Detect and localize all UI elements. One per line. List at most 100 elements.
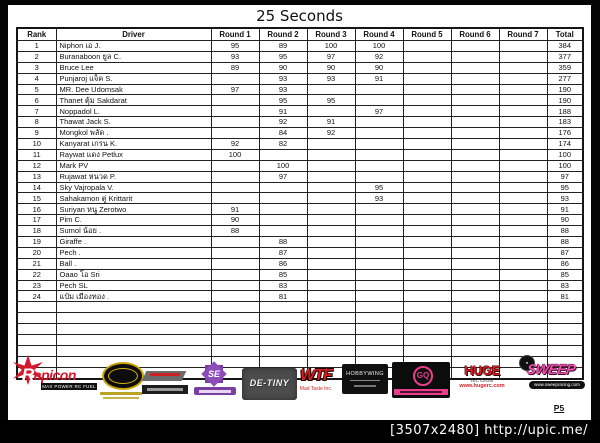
table-row: 19 Giraffe . 88 88 <box>16 236 584 248</box>
cell-r3 <box>306 290 356 303</box>
cell-r4: 91 <box>354 72 404 85</box>
cell-driver: Pech SL <box>55 279 212 292</box>
se-burst-icon: SE <box>200 361 230 387</box>
cell-r6 <box>450 170 500 183</box>
cell-driver: Oaao โอ Sri <box>55 268 212 281</box>
cell-driver: Niphon เอ J. <box>55 40 212 52</box>
cell-r4 <box>354 279 404 292</box>
cell-r5 <box>402 279 452 292</box>
cell-r5 <box>402 61 452 74</box>
column-header: Round 3 <box>306 27 356 41</box>
cell-r7 <box>498 127 548 140</box>
cell-r4 <box>354 94 404 107</box>
column-header: Round 5 <box>402 27 452 41</box>
cell-r3 <box>306 268 356 281</box>
cell-total <box>546 366 584 380</box>
cell-r1 <box>210 72 260 85</box>
empty-table-row <box>16 301 584 314</box>
cell-r6 <box>450 40 500 52</box>
cell-r7 <box>498 181 548 194</box>
column-header: Rank <box>16 27 57 41</box>
cell-r4: 92 <box>354 50 404 63</box>
cell-total: 95 <box>546 181 584 194</box>
cell-driver: Raywat แดง Petlux <box>55 148 212 161</box>
cell-rank <box>16 301 57 314</box>
sponsor-hobbywing-logo: HOBBYWING <box>342 364 388 394</box>
cell-rank <box>16 334 57 346</box>
sweep-round-badge-icon: ● <box>519 355 535 371</box>
cell-rank: 19 <box>16 236 57 248</box>
cell-r7 <box>498 334 548 346</box>
cell-r1 <box>210 246 260 259</box>
cell-r2: 85 <box>258 268 308 281</box>
empty-table-row <box>16 334 584 346</box>
cell-total: 100 <box>546 159 584 172</box>
cell-driver: Noppadol L. <box>55 105 212 118</box>
cell-r4 <box>354 257 404 270</box>
cell-driver: Punjaroj แจ็ค S. <box>55 72 212 85</box>
cell-r3: 90 <box>306 61 356 74</box>
column-header: Round 2 <box>258 27 308 41</box>
cell-r3 <box>306 83 356 96</box>
rapicon-tagline: MAX POWER RC FUEL <box>41 383 97 390</box>
table-row: 23 Pech SL 83 83 <box>16 279 584 292</box>
cell-r2 <box>258 203 308 216</box>
table-row: 17 Pim C. 90 90 <box>16 214 584 227</box>
cell-rank: 18 <box>16 225 57 238</box>
table-row: 9 Mongkol พลัด . 84 92 176 <box>16 127 584 140</box>
cell-r6 <box>450 94 500 107</box>
cell-total <box>546 312 584 325</box>
cell-r4 <box>354 214 404 227</box>
cell-r5 <box>402 94 452 107</box>
cell-r6 <box>450 116 500 129</box>
cell-r5 <box>402 203 452 216</box>
cell-driver <box>55 334 212 346</box>
cell-r4 <box>354 236 404 248</box>
table-row: 7 Noppadol L. 91 97 188 <box>16 105 584 118</box>
cell-rank: 20 <box>16 246 57 259</box>
cell-r7 <box>498 236 548 248</box>
cell-r2: 81 <box>258 290 308 303</box>
cell-total <box>546 323 584 336</box>
cell-r7 <box>498 203 548 216</box>
cell-r1 <box>210 94 260 107</box>
cell-r7 <box>498 61 548 74</box>
cell-r1 <box>210 290 260 303</box>
cell-total: 277 <box>546 72 584 85</box>
cell-r7 <box>498 170 548 183</box>
cell-rank: 7 <box>16 105 57 118</box>
cell-r6 <box>450 225 500 238</box>
cell-total: 176 <box>546 127 584 140</box>
destiny-wordmark: DE-TINY <box>249 378 290 388</box>
cell-r5 <box>402 40 452 52</box>
column-header: Round 1 <box>210 27 260 41</box>
cell-r6 <box>450 72 500 85</box>
cell-r2: 87 <box>258 246 308 259</box>
cell-r7 <box>498 301 548 314</box>
cell-r5 <box>402 334 452 346</box>
watermark-bar: [3507x2480] http://upic.me/ <box>0 420 600 443</box>
cell-total: 100 <box>546 148 584 161</box>
cell-r6 <box>450 246 500 259</box>
cell-r2 <box>258 192 308 205</box>
cell-r2 <box>258 323 308 336</box>
cell-r5 <box>402 127 452 140</box>
empty-table-row <box>16 312 584 325</box>
cell-r6 <box>450 236 500 248</box>
cell-r7 <box>498 116 548 129</box>
cell-r2: 82 <box>258 138 308 150</box>
table-row: 6 Thanet ตุ้ม Sakdarat 95 95 190 <box>16 94 584 107</box>
cell-r5 <box>402 116 452 129</box>
cell-total: 190 <box>546 94 584 107</box>
cell-driver: MR. Dee Udomsak <box>55 83 212 96</box>
cell-r1 <box>210 344 260 357</box>
cell-r2 <box>258 148 308 161</box>
cell-r5 <box>402 323 452 336</box>
cell-r1 <box>210 116 260 129</box>
cell-r2: 83 <box>258 279 308 292</box>
sweep-wordmark: SWEEP <box>525 361 577 377</box>
cell-r3: 93 <box>306 72 356 85</box>
cell-r3 <box>306 334 356 346</box>
cell-r1 <box>210 192 260 205</box>
cell-r4 <box>354 268 404 281</box>
